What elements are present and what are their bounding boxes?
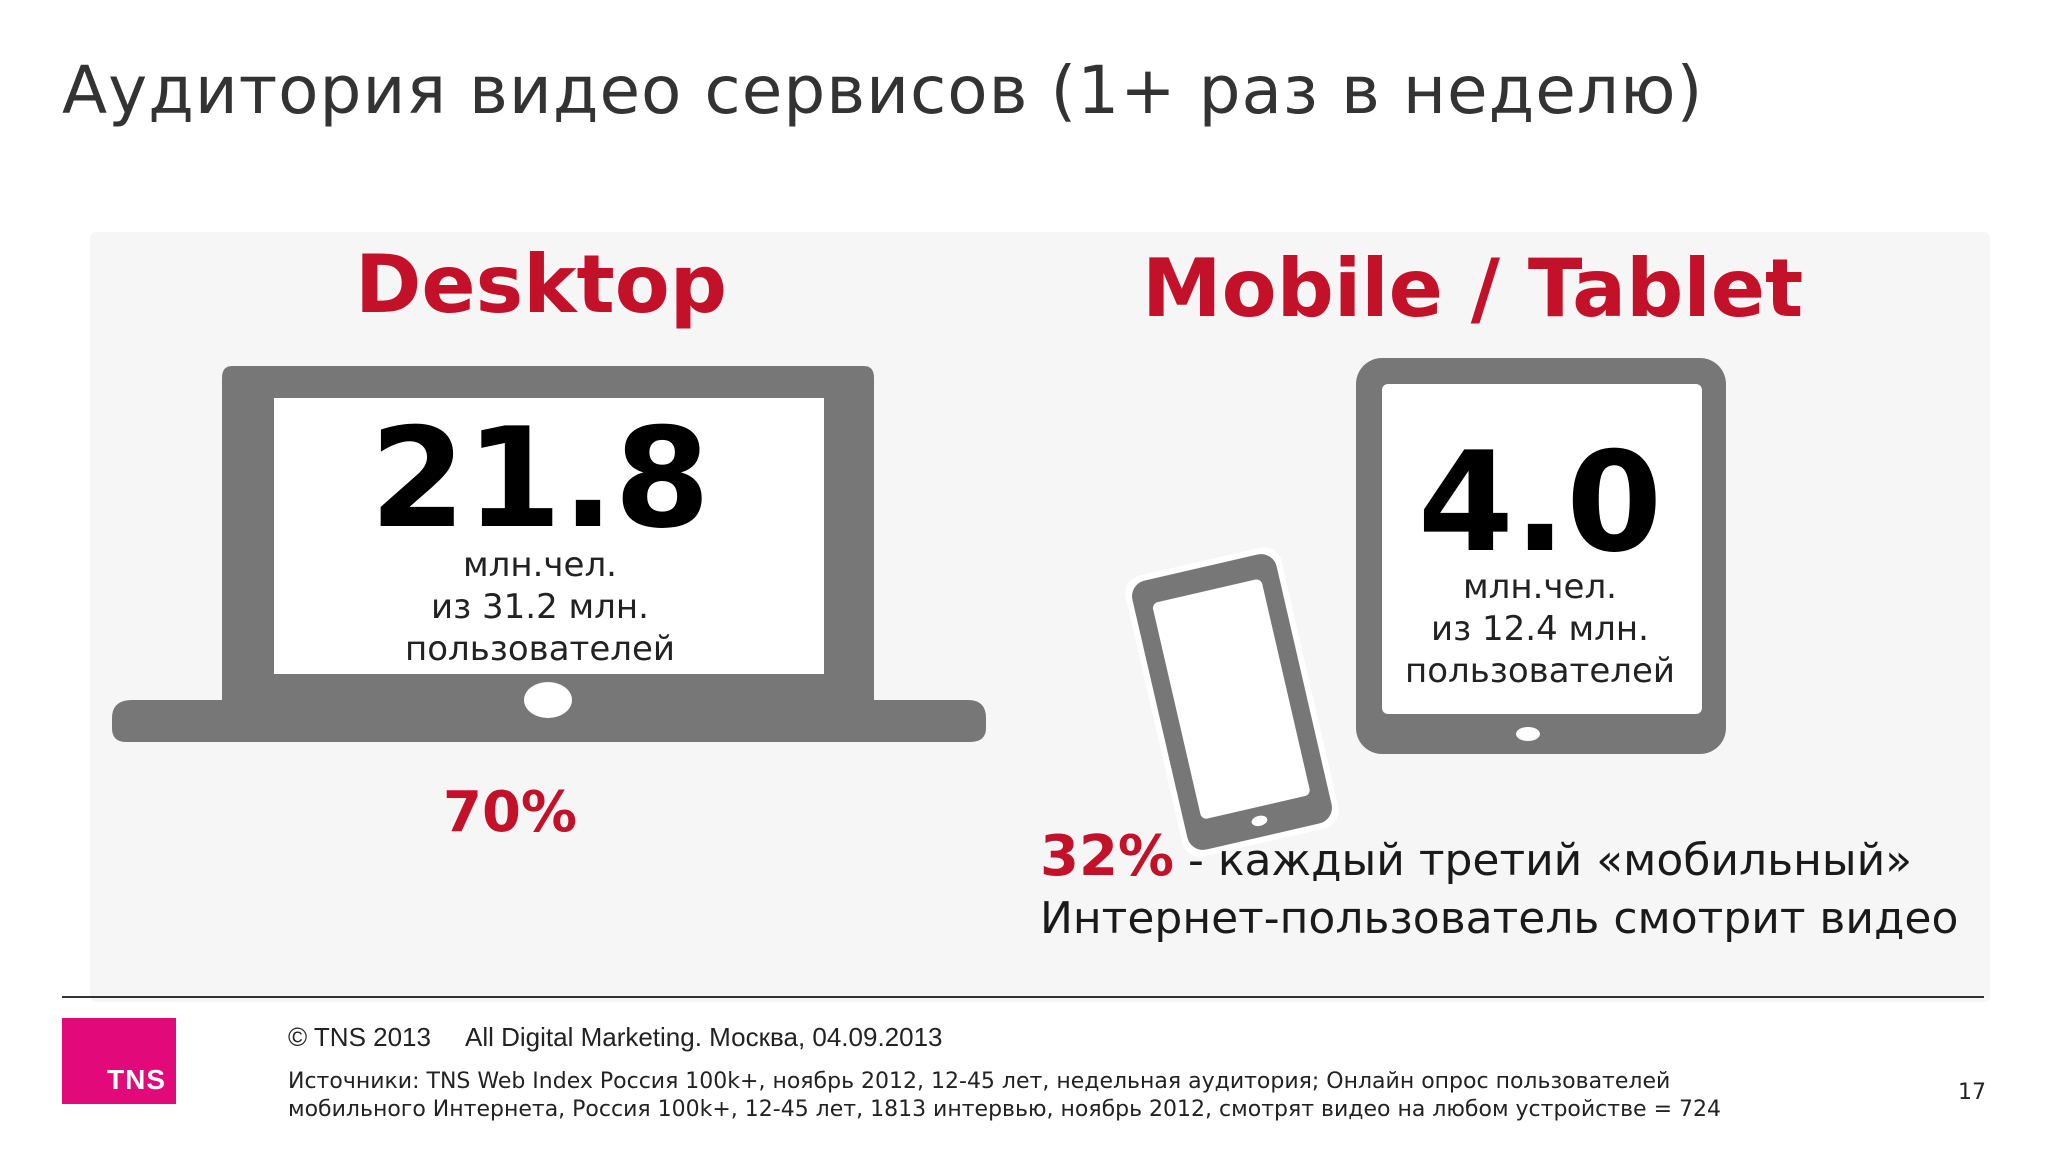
- event-text: All Digital Marketing. Москва, 04.09.201…: [464, 1022, 943, 1052]
- tns-logo-text: TNS: [107, 1064, 166, 1095]
- mobile-caption-line2: Интернет-пользователь смотрит видео: [1040, 893, 1959, 944]
- mobile-caption: 32% - каждый третий «мобильный» Интернет…: [1040, 828, 1958, 948]
- slide-title: Аудитория видео сервисов (1+ раз в недел…: [62, 52, 1704, 129]
- smartphone-icon: [1125, 547, 1339, 857]
- desktop-unit-line1: млн.чел.: [463, 545, 617, 585]
- page-number: 17: [1958, 1080, 1986, 1105]
- mobile-unit-line1: млн.чел.: [1463, 567, 1617, 607]
- laptop-icon: [112, 366, 986, 742]
- mobile-value: 4.0: [1417, 422, 1663, 583]
- footer-credits: © TNS 2013 All Digital Marketing. Москва,…: [288, 1022, 943, 1053]
- copyright-text: © TNS 2013: [288, 1022, 431, 1052]
- mobile-unit-text: млн.чел. из 12.4 млн. пользователей: [1380, 566, 1700, 692]
- tns-logo: TNS: [62, 1018, 176, 1104]
- sources-line1: Источники: TNS Web Index Россия 100k+, н…: [288, 1069, 1671, 1094]
- desktop-unit-line2: из 31.2 млн.: [431, 587, 649, 627]
- mobile-heading: Mobile / Tablet: [1142, 242, 1804, 335]
- mobile-unit-line3: пользователей: [1404, 651, 1676, 691]
- mobile-percent: 32%: [1040, 824, 1175, 889]
- mobile-caption-line1: 32% - каждый третий «мобильный»: [1040, 828, 1958, 890]
- desktop-value: 21.8: [369, 398, 711, 559]
- desktop-percent: 70%: [443, 780, 578, 845]
- tablet-icon: [1356, 358, 1726, 754]
- desktop-unit-line3: пользователей: [404, 629, 676, 669]
- mobile-unit-line2: из 12.4 млн.: [1431, 609, 1649, 649]
- sources-line2: мобильного Интернета, Россия 100k+, 12-4…: [288, 1097, 1722, 1122]
- mobile-caption-text1: - каждый третий «мобильный»: [1174, 835, 1913, 886]
- desktop-unit-text: млн.чел. из 31.2 млн. пользователей: [340, 544, 740, 670]
- desktop-heading: Desktop: [355, 238, 727, 331]
- footer-divider: [62, 996, 1984, 998]
- sources-text: Источники: TNS Web Index Россия 100k+, н…: [288, 1068, 1721, 1124]
